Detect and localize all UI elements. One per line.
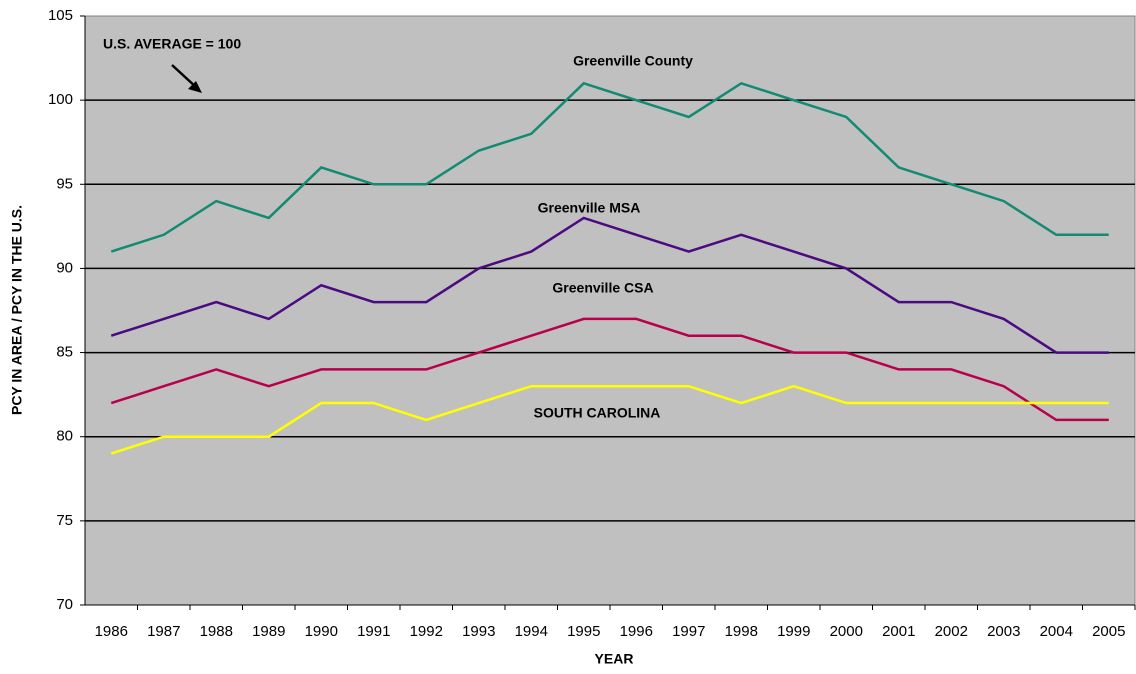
x-tick-label: 1995 — [567, 623, 600, 640]
y-tick-label: 80 — [56, 428, 73, 445]
x-tick-label: 1993 — [462, 623, 495, 640]
series-line — [110, 216, 1109, 354]
x-tick-label: 2003 — [987, 623, 1020, 640]
series-label: Greenville CSA — [552, 280, 653, 296]
series-label: Greenville MSA — [538, 200, 641, 216]
x-tick-label: 1987 — [147, 623, 180, 640]
x-tick-label: 1994 — [515, 623, 548, 640]
x-tick-label: 1989 — [252, 623, 285, 640]
y-tick-label: 70 — [56, 596, 73, 613]
plot-area — [84, 15, 1136, 606]
series-label: SOUTH CAROLINA — [534, 405, 661, 421]
x-tick-label: 2001 — [882, 623, 915, 640]
x-tick-label: 1988 — [200, 623, 233, 640]
x-tick-label: 1999 — [777, 623, 810, 640]
x-axis-title: YEAR — [595, 651, 634, 667]
y-tick-label: 105 — [48, 7, 73, 24]
annotation: U.S. AVERAGE = 100 — [103, 36, 241, 52]
series-line — [110, 81, 1109, 253]
x-tick-label: 1991 — [357, 623, 390, 640]
y-tick-label: 75 — [56, 512, 73, 529]
y-tick-label: 95 — [56, 175, 73, 192]
x-tick-label: 1990 — [305, 623, 338, 640]
x-tick-label: 1996 — [620, 623, 653, 640]
x-tick-label: 2004 — [1040, 623, 1073, 640]
x-tick-label: 1998 — [725, 623, 758, 640]
arrow — [171, 64, 198, 89]
x-tick-label: 1986 — [95, 623, 128, 640]
y-tick-label: 100 — [48, 91, 73, 108]
x-tick-label: 2000 — [830, 623, 863, 640]
y-tick-label: 85 — [56, 344, 73, 361]
series-line — [110, 384, 1109, 455]
arrow-head — [188, 81, 202, 93]
y-axis-title: PCY IN AREA / PCY IN THE U.S. — [9, 205, 25, 415]
y-tick-label: 90 — [56, 259, 73, 276]
x-tick-label: 1997 — [672, 623, 705, 640]
x-tick-label: 2005 — [1092, 623, 1125, 640]
series-line — [110, 317, 1109, 422]
series-label: Greenville County — [573, 53, 693, 69]
x-tick-label: 2002 — [935, 623, 968, 640]
x-tick-label: 1992 — [410, 623, 443, 640]
